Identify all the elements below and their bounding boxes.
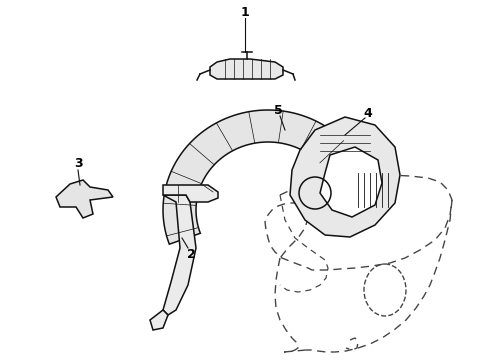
Text: 3: 3: [74, 157, 82, 170]
Text: 4: 4: [364, 107, 372, 120]
Polygon shape: [150, 310, 168, 330]
Text: 1: 1: [241, 5, 249, 18]
Polygon shape: [56, 180, 113, 218]
Text: 2: 2: [187, 248, 196, 261]
Polygon shape: [210, 59, 283, 79]
Polygon shape: [163, 185, 218, 202]
Text: 5: 5: [273, 104, 282, 117]
Polygon shape: [320, 147, 382, 217]
Polygon shape: [336, 176, 377, 235]
Polygon shape: [163, 195, 196, 315]
Polygon shape: [290, 117, 400, 237]
Polygon shape: [163, 110, 367, 244]
